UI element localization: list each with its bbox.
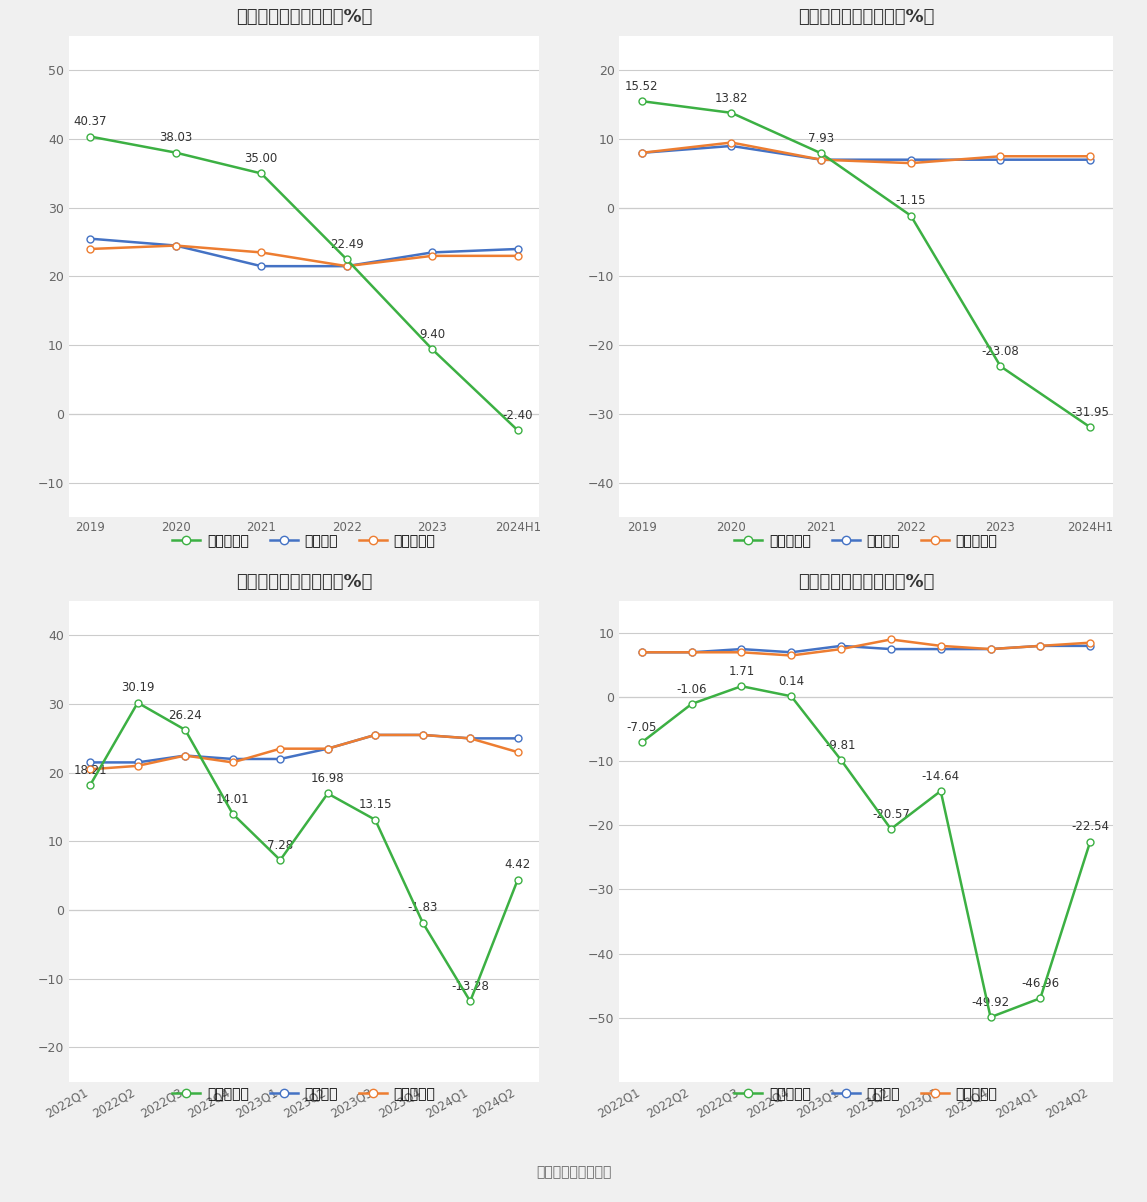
Title: 历年毛利率变化情况（%）: 历年毛利率变化情况（%） [236, 8, 372, 26]
Text: 13.82: 13.82 [715, 91, 748, 105]
Text: -49.92: -49.92 [972, 995, 1009, 1008]
Text: 13.15: 13.15 [359, 798, 392, 811]
Title: 季度毛利率变化情况（%）: 季度毛利率变化情况（%） [236, 573, 372, 591]
Legend: 公司毛利率, 行业均值, 行业中位数: 公司毛利率, 行业均值, 行业中位数 [166, 529, 442, 553]
Text: -46.96: -46.96 [1021, 977, 1060, 990]
Text: 15.52: 15.52 [625, 79, 658, 93]
Text: 18.21: 18.21 [73, 763, 107, 776]
Title: 历年净利率变化情况（%）: 历年净利率变化情况（%） [798, 8, 934, 26]
Text: -1.15: -1.15 [896, 195, 926, 207]
Text: 14.01: 14.01 [216, 792, 250, 805]
Text: 16.98: 16.98 [311, 772, 344, 785]
Text: 4.42: 4.42 [505, 858, 531, 871]
Text: 7.28: 7.28 [267, 839, 294, 852]
Text: -1.83: -1.83 [407, 902, 438, 915]
Text: 40.37: 40.37 [73, 115, 107, 129]
Text: -22.54: -22.54 [1071, 820, 1109, 833]
Text: -7.05: -7.05 [626, 721, 657, 734]
Text: -1.06: -1.06 [677, 683, 707, 696]
Text: 0.14: 0.14 [778, 676, 804, 688]
Legend: 公司净利率, 行业均值, 行业中位数: 公司净利率, 行业均值, 行业中位数 [728, 529, 1004, 553]
Text: -31.95: -31.95 [1071, 406, 1109, 418]
Text: -14.64: -14.64 [922, 769, 960, 783]
Text: -13.28: -13.28 [451, 980, 489, 993]
Title: 季度净利率变化情况（%）: 季度净利率变化情况（%） [798, 573, 934, 591]
Text: -23.08: -23.08 [982, 345, 1020, 358]
Text: 7.93: 7.93 [809, 132, 834, 145]
Text: 22.49: 22.49 [330, 238, 364, 251]
Text: 9.40: 9.40 [419, 328, 445, 341]
Legend: 公司毛利率, 行业均值, 行业中位数: 公司毛利率, 行业均值, 行业中位数 [166, 1082, 442, 1106]
Text: -2.40: -2.40 [502, 409, 533, 422]
Text: 26.24: 26.24 [169, 708, 202, 721]
Text: 数据来源：恒生聚源: 数据来源：恒生聚源 [536, 1165, 611, 1179]
Legend: 公司净利率, 行业均值, 行业中位数: 公司净利率, 行业均值, 行业中位数 [728, 1082, 1004, 1106]
Text: -20.57: -20.57 [872, 808, 910, 821]
Text: 30.19: 30.19 [120, 682, 155, 695]
Text: -9.81: -9.81 [826, 739, 857, 751]
Text: 38.03: 38.03 [159, 131, 193, 144]
Text: 1.71: 1.71 [728, 665, 755, 678]
Text: 35.00: 35.00 [244, 153, 278, 165]
